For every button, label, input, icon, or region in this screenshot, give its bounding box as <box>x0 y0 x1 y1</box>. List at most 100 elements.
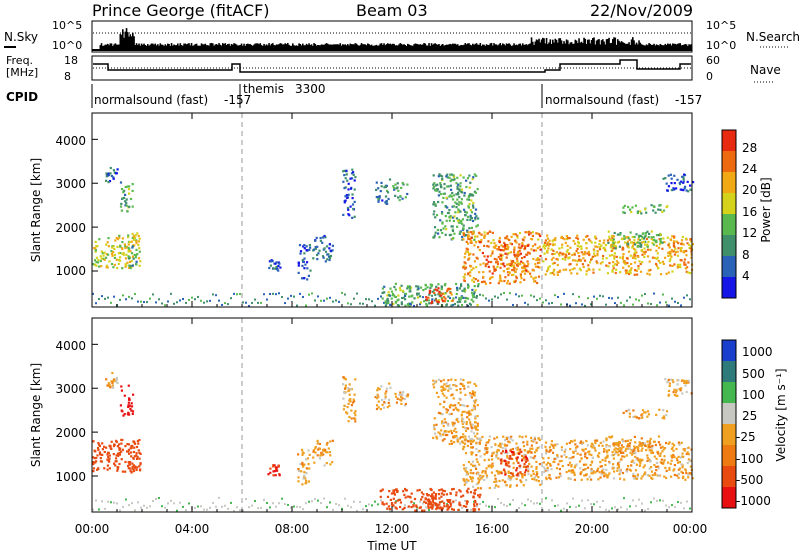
velocity-cell <box>149 505 151 508</box>
power-cell <box>95 302 97 305</box>
velocity-cell <box>471 480 474 483</box>
power-cell <box>467 304 469 307</box>
velocity-cell <box>574 443 577 446</box>
velocity-cell <box>106 458 109 461</box>
power-cell <box>521 244 524 247</box>
velocity-cell <box>106 468 109 471</box>
velocity-cell <box>406 395 409 398</box>
power-cell <box>460 219 463 223</box>
velocity-cell <box>450 412 453 415</box>
velocity-cell <box>350 404 353 407</box>
velocity-cell <box>474 417 477 420</box>
velocity-cell <box>511 473 514 476</box>
velocity-cell <box>680 470 683 473</box>
power-cell <box>569 263 572 266</box>
nsky-bar <box>325 43 328 51</box>
velocity-cell <box>650 451 653 454</box>
power-cell <box>122 294 124 297</box>
velocity-cell <box>464 393 467 396</box>
power-cell <box>452 174 455 177</box>
nsky-bar <box>264 45 267 51</box>
power-cell <box>642 240 645 243</box>
velocity-cell <box>468 435 471 438</box>
velocity-cell <box>483 459 486 462</box>
velocity-cell <box>568 461 572 464</box>
power-cell <box>648 273 651 276</box>
power-cell <box>437 175 440 178</box>
power-cell <box>454 201 457 204</box>
power-cell <box>451 191 454 195</box>
velocity-cell <box>455 491 458 494</box>
power-cell <box>521 242 524 245</box>
velocity-cell <box>92 461 95 464</box>
velocity-cell <box>438 489 441 492</box>
velocity-cell <box>533 502 535 505</box>
velocity-cell <box>139 452 142 455</box>
velocity-cell <box>586 457 589 460</box>
power-cell <box>308 248 311 251</box>
velocity-cell <box>431 499 434 502</box>
power-cell <box>200 299 202 302</box>
velocity-cell <box>452 421 455 424</box>
velocity-cell <box>560 509 562 512</box>
power-cell <box>309 246 312 249</box>
power-cell <box>521 270 524 273</box>
velocity-cell <box>455 408 459 411</box>
power-cell <box>453 215 456 218</box>
power-cell <box>461 218 464 221</box>
velocity-cell <box>509 455 512 458</box>
velocity-cell <box>616 448 619 451</box>
freq-label-2: [MHz] <box>6 66 38 79</box>
velocity-cell <box>605 439 608 442</box>
power-cell <box>536 265 540 268</box>
nsky-bar <box>658 45 660 51</box>
velocity-cell <box>273 470 277 473</box>
nsky-bar <box>418 44 420 51</box>
power-cell <box>489 281 492 285</box>
power-cell <box>467 286 470 289</box>
velocity-cell <box>677 501 679 504</box>
power-cell <box>303 247 306 250</box>
velocity-cell <box>632 409 635 412</box>
velocity-cell <box>636 475 639 478</box>
velocity-cell <box>461 383 464 386</box>
power-cell <box>520 277 523 280</box>
nsky-bar <box>170 43 173 51</box>
power-cell <box>455 282 458 286</box>
power-cell <box>129 264 132 268</box>
velocity-cell <box>565 471 568 474</box>
velocity-cell <box>94 461 97 464</box>
power-cell <box>526 231 529 234</box>
power-cell <box>644 293 646 296</box>
power-cell <box>309 269 312 272</box>
nsky-bar <box>185 44 188 51</box>
power-cell <box>428 289 431 292</box>
velocity-cell <box>105 378 108 381</box>
power-cell <box>621 246 624 249</box>
power-cell <box>506 263 509 266</box>
nsky-bar <box>355 43 358 51</box>
velocity-cell <box>123 394 126 397</box>
velocity-cell <box>634 475 637 478</box>
power-cell <box>365 298 367 301</box>
power-cell <box>538 261 541 264</box>
velocity-cell <box>589 464 592 467</box>
power-cell <box>674 247 677 251</box>
power-cell <box>399 289 402 292</box>
power-cell <box>485 297 487 300</box>
velocity-cell <box>579 473 582 476</box>
power-cell <box>319 239 322 242</box>
power-cell <box>389 287 392 290</box>
power-cell <box>515 277 518 280</box>
nsky-bar <box>252 45 254 51</box>
power-cell <box>278 292 280 295</box>
power-cell <box>568 256 571 259</box>
velocity-cell <box>569 505 571 508</box>
velocity-cell <box>465 422 468 426</box>
velocity-cell <box>439 506 442 509</box>
power-cell <box>679 249 682 252</box>
power-cell <box>464 266 468 269</box>
velocity-cell <box>507 471 510 474</box>
power-cell <box>630 267 633 270</box>
velocity-cell <box>206 508 208 511</box>
